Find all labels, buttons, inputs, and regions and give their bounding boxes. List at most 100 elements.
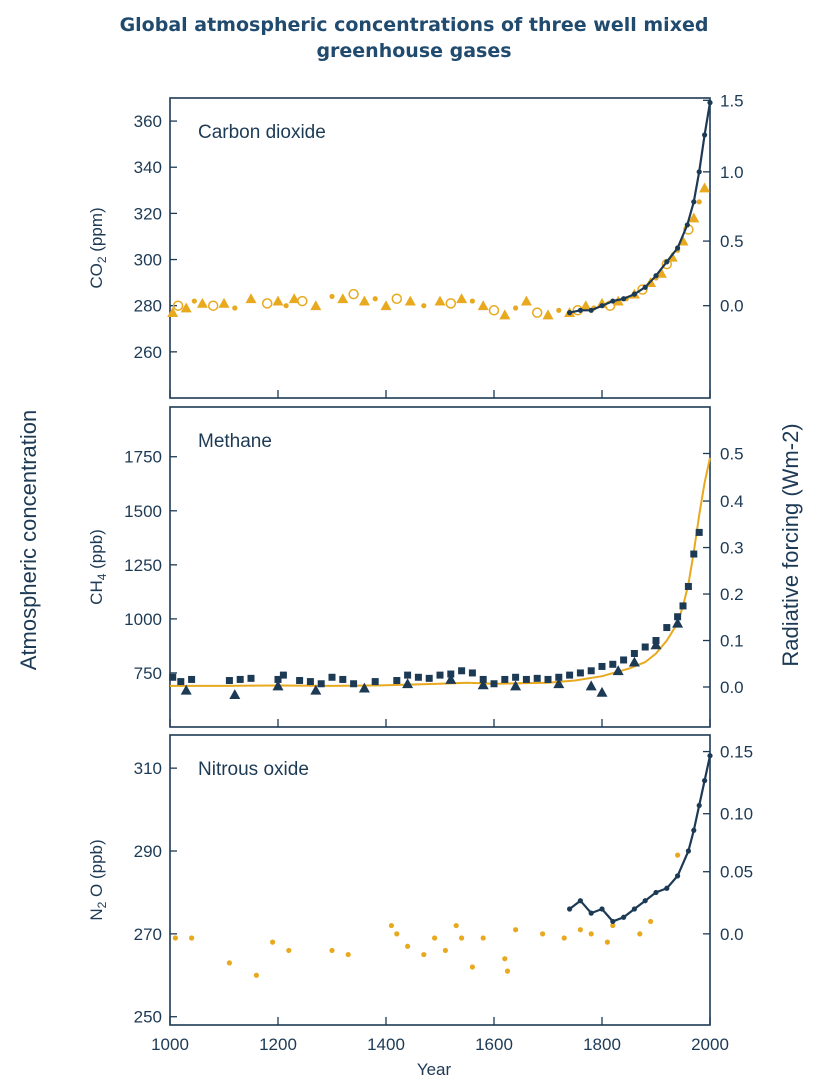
data-point [180, 302, 192, 313]
series-fit_line [170, 457, 711, 687]
data-point [458, 667, 466, 675]
y-tick-label: 1750 [124, 448, 162, 467]
data-point [499, 309, 511, 320]
data-point [468, 669, 476, 677]
y-tick-label: 310 [134, 759, 162, 778]
data-point [707, 753, 713, 759]
data-point [631, 906, 638, 912]
data-point [421, 303, 427, 309]
data-point [691, 827, 697, 833]
data-point [696, 169, 702, 175]
data-point [555, 673, 563, 681]
data-point [621, 914, 627, 920]
data-point [306, 678, 314, 686]
data-point [531, 307, 543, 318]
data-point [588, 931, 594, 937]
data-point [641, 643, 649, 651]
data-point [664, 259, 670, 265]
data-point [358, 682, 370, 693]
panel-frame [169, 406, 711, 728]
data-point [310, 684, 322, 695]
data-point [675, 873, 681, 879]
x-tick-label: 1400 [367, 1035, 405, 1054]
data-point [561, 935, 567, 941]
data-point [207, 300, 219, 311]
data-point [279, 671, 287, 679]
data-point [696, 802, 702, 809]
panel-frame [169, 734, 711, 1026]
right-tick-label: 0.15 [720, 743, 753, 762]
data-point [684, 222, 690, 228]
data-point [229, 689, 241, 699]
data-point [675, 245, 681, 251]
data-point [218, 297, 230, 308]
data-point [610, 918, 616, 925]
chart-panels: 260 280 300 320 340 360 1.5 1.0 0.5 0.0 Carbon dio… [87, 91, 753, 1054]
panel-label: Carbon dioxide [198, 122, 326, 143]
data-point [442, 947, 448, 954]
data-point [469, 964, 475, 970]
data-point [553, 678, 565, 689]
y-tick-label: 1500 [124, 502, 162, 521]
right-tick-label: 0.0 [720, 678, 744, 697]
data-point [296, 677, 304, 685]
instrumental-line [568, 755, 712, 923]
right-tick-label: 0.05 [720, 863, 753, 882]
data-point [317, 680, 325, 688]
data-point [702, 777, 708, 784]
data-point [513, 927, 519, 933]
data-point [675, 852, 681, 858]
data-point [253, 972, 259, 978]
right-tick-label: 0.3 [720, 539, 744, 558]
data-point [350, 680, 358, 688]
data-point [348, 288, 359, 300]
y-tick-label: 270 [134, 925, 162, 944]
data-point [436, 671, 444, 679]
data-point [544, 675, 552, 683]
right-axis-title: Radiative forcing (Wm-2) [778, 423, 803, 666]
data-point [247, 674, 255, 682]
data-point [329, 293, 335, 300]
right-tick-label: 0.10 [720, 805, 753, 824]
data-point [177, 678, 185, 686]
series-instrumental [567, 100, 713, 316]
y-axis-label: CO2 (ppm) [87, 207, 109, 288]
data-point [180, 684, 192, 695]
data-point [459, 935, 465, 941]
data-point [339, 675, 347, 683]
panel-label: Methane [198, 431, 272, 452]
data-point [434, 295, 446, 306]
data-point [672, 617, 684, 628]
data-point [628, 656, 640, 667]
data-point [445, 673, 457, 684]
data-point [272, 680, 284, 691]
data-point [510, 680, 522, 691]
right-tick-label: 0.5 [720, 444, 744, 463]
data-point [504, 968, 511, 974]
right-tick-label: 1.0 [720, 163, 744, 182]
x-axis-title: Year [417, 1060, 452, 1079]
data-point [421, 951, 427, 958]
data-point [556, 307, 562, 313]
data-point [502, 956, 508, 962]
chart-title-line-2: greenhouse gases [316, 40, 512, 62]
data-point [576, 669, 584, 677]
data-point [490, 680, 498, 688]
right-tick-label: 0.0 [720, 297, 744, 316]
data-point [286, 947, 292, 954]
data-point [653, 889, 659, 896]
data-point [648, 918, 654, 925]
data-point [188, 675, 196, 683]
chart-title: Global atmospheric concentrations of thr… [0, 12, 828, 64]
data-point [405, 943, 411, 949]
data-point [169, 673, 177, 681]
data-point [567, 906, 573, 912]
data-point [453, 922, 459, 929]
data-point [345, 951, 351, 958]
x-tick-label: 2000 [691, 1035, 729, 1054]
data-point [172, 935, 178, 941]
data-point [655, 267, 667, 278]
data-point [567, 310, 573, 316]
data-point [577, 307, 584, 313]
